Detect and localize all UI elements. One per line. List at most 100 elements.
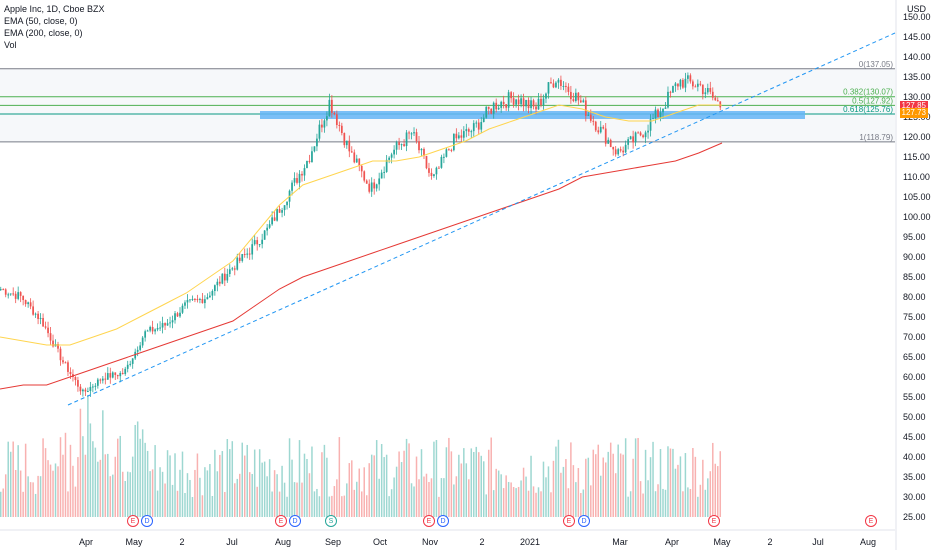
candle-body <box>438 167 440 169</box>
volume-bar <box>719 451 722 517</box>
candle-body <box>662 108 664 113</box>
event-marker-icon[interactable]: S <box>325 515 337 527</box>
candle-body <box>246 253 249 255</box>
price-tick-label: 135.00 <box>903 72 931 82</box>
volume-bar <box>669 448 672 517</box>
volume-bar <box>333 486 336 517</box>
candle-body <box>452 133 455 151</box>
candle-body <box>398 142 400 146</box>
candle-body <box>345 140 348 146</box>
volume-bar <box>490 437 492 517</box>
candle-body <box>276 209 278 221</box>
candle-body <box>443 156 445 158</box>
candle-body <box>161 323 164 328</box>
volume-bar <box>149 471 151 517</box>
volume-bar <box>253 449 256 517</box>
volume-bar <box>597 444 600 517</box>
volume-bar <box>226 439 229 517</box>
volume-bar <box>400 462 403 517</box>
volume-bar <box>450 451 453 517</box>
candle-body <box>560 79 562 86</box>
volume-bar <box>199 477 201 517</box>
volume-bar <box>22 491 24 517</box>
volume-bar <box>575 482 577 517</box>
fib-label: 1(118.79) <box>859 133 893 142</box>
event-marker-icon[interactable]: E <box>127 515 139 527</box>
event-marker-icon[interactable]: E <box>708 515 720 527</box>
event-marker-icon[interactable]: E <box>423 515 435 527</box>
candle-body <box>691 81 694 87</box>
volume-bar <box>286 496 288 517</box>
volume-bar <box>64 432 67 517</box>
volume-bar <box>465 463 468 517</box>
volume-bar <box>445 447 448 517</box>
candle-body <box>228 269 231 275</box>
event-marker-icon[interactable]: E <box>865 515 877 527</box>
volume-bar <box>453 484 455 517</box>
candle-body <box>428 168 430 173</box>
candle-body <box>550 82 552 84</box>
volume-bar <box>592 449 595 517</box>
volume-bar <box>649 457 652 517</box>
candle-body <box>632 136 634 143</box>
candle-body <box>679 79 682 87</box>
volume-bar <box>537 487 540 517</box>
candle-body <box>144 331 147 338</box>
volume-bar <box>609 442 612 517</box>
candle-body <box>495 102 498 110</box>
volume-bar <box>281 465 283 517</box>
volume-bar <box>512 487 515 517</box>
candle-body <box>482 117 485 122</box>
event-marker-icon[interactable]: D <box>578 515 590 527</box>
price-tick-label: 150.00 <box>903 12 931 22</box>
volume-bar <box>346 483 348 517</box>
event-marker-icon[interactable]: D <box>289 515 301 527</box>
event-marker-icon[interactable]: E <box>275 515 287 527</box>
candle-body <box>629 136 632 140</box>
volume-bar <box>112 474 114 517</box>
volume-bar <box>647 480 649 517</box>
candle-body <box>47 327 49 334</box>
volume-bar <box>326 457 328 517</box>
volume-bar <box>206 470 209 517</box>
candle-body <box>330 99 333 113</box>
volume-bar <box>54 463 57 517</box>
price-tick-label: 120.00 <box>903 132 931 142</box>
candle-body <box>433 174 435 177</box>
candle-body <box>390 154 393 158</box>
event-marker-icon[interactable]: D <box>141 515 153 527</box>
volume-bar <box>482 461 485 517</box>
candle-body <box>22 295 25 301</box>
volume-bar <box>659 449 662 517</box>
time-tick-label: Aug <box>860 537 876 547</box>
volume-bar <box>440 478 443 517</box>
candle-body <box>199 298 201 300</box>
event-marker-icon[interactable]: E <box>563 515 575 527</box>
volume-bar <box>296 482 298 517</box>
candle-body <box>405 132 408 147</box>
candle-body <box>321 124 323 128</box>
candle-body <box>567 86 570 92</box>
volume-bar <box>629 491 632 517</box>
volume-bar <box>502 488 505 517</box>
volume-bar <box>278 491 281 517</box>
volume-bar <box>313 491 316 517</box>
volume-bar <box>497 470 500 517</box>
price-tick-label: 105.00 <box>903 192 931 202</box>
volume-bar <box>398 451 400 517</box>
volume-bar <box>378 478 380 517</box>
ema200-legend: EMA (200, close, 0) <box>4 28 83 38</box>
ema200-line <box>0 142 723 390</box>
candle-body <box>711 91 714 98</box>
candle-body <box>59 348 62 361</box>
volume-bar <box>358 468 361 517</box>
candle-body <box>475 122 478 124</box>
volume-bar <box>492 490 495 517</box>
volume-bar <box>321 452 323 517</box>
event-marker-icon[interactable]: D <box>437 515 449 527</box>
volume-bar <box>129 472 131 517</box>
volume-bar <box>677 464 679 517</box>
fib-label: 0.382(130.07) <box>843 88 893 97</box>
candle-body <box>624 144 627 153</box>
